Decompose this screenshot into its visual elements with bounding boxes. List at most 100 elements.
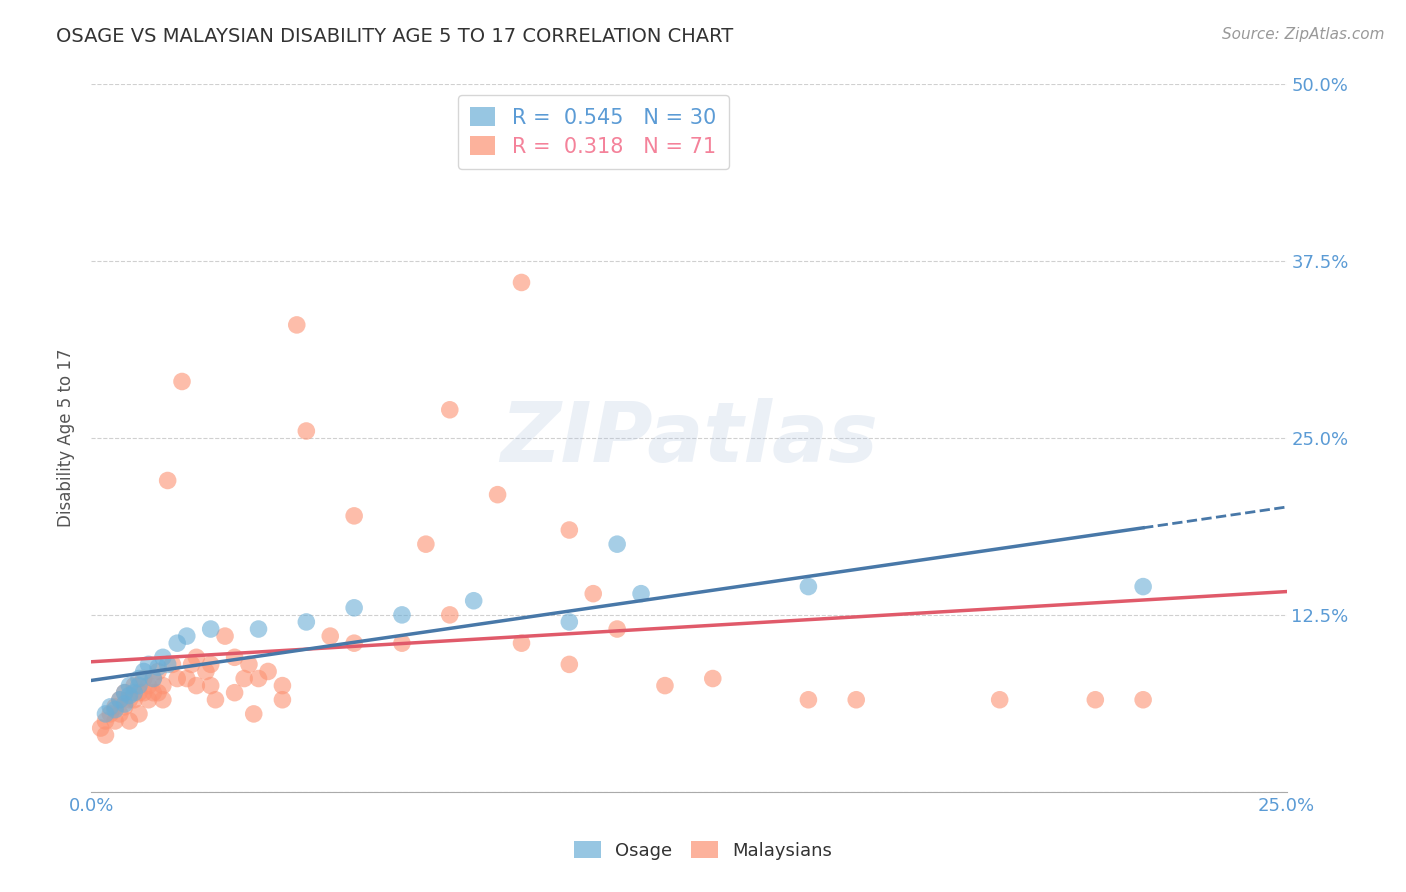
Point bbox=[285, 318, 308, 332]
Point bbox=[343, 600, 366, 615]
Point bbox=[988, 692, 1011, 706]
Point bbox=[295, 615, 318, 629]
Point bbox=[128, 672, 150, 686]
Point bbox=[200, 679, 222, 693]
Text: Source: ZipAtlas.com: Source: ZipAtlas.com bbox=[1222, 27, 1385, 42]
Point bbox=[138, 657, 160, 672]
Point bbox=[114, 686, 136, 700]
Point bbox=[128, 686, 150, 700]
Point bbox=[98, 699, 121, 714]
Point bbox=[114, 699, 136, 714]
Point bbox=[166, 636, 188, 650]
Point bbox=[132, 665, 155, 679]
Point bbox=[142, 686, 165, 700]
Point bbox=[122, 686, 145, 700]
Point bbox=[152, 650, 174, 665]
Point bbox=[295, 424, 318, 438]
Point bbox=[558, 615, 581, 629]
Point bbox=[186, 650, 208, 665]
Point bbox=[128, 679, 150, 693]
Point bbox=[94, 714, 117, 728]
Text: ZIPatlas: ZIPatlas bbox=[501, 398, 877, 479]
Point bbox=[439, 402, 461, 417]
Point bbox=[271, 679, 294, 693]
Point bbox=[108, 692, 131, 706]
Point bbox=[271, 692, 294, 706]
Point bbox=[654, 679, 676, 693]
Point bbox=[118, 679, 141, 693]
Text: OSAGE VS MALAYSIAN DISABILITY AGE 5 TO 17 CORRELATION CHART: OSAGE VS MALAYSIAN DISABILITY AGE 5 TO 1… bbox=[56, 27, 734, 45]
Point bbox=[142, 672, 165, 686]
Point bbox=[118, 714, 141, 728]
Point bbox=[247, 672, 270, 686]
Point bbox=[391, 607, 413, 622]
Point bbox=[1084, 692, 1107, 706]
Point bbox=[224, 686, 246, 700]
Point bbox=[122, 679, 145, 693]
Point bbox=[242, 706, 264, 721]
Point bbox=[142, 672, 165, 686]
Point bbox=[439, 607, 461, 622]
Point bbox=[180, 657, 202, 672]
Point bbox=[194, 665, 217, 679]
Point bbox=[257, 665, 280, 679]
Point bbox=[200, 622, 222, 636]
Point bbox=[797, 692, 820, 706]
Point bbox=[176, 672, 198, 686]
Point bbox=[104, 714, 127, 728]
Point bbox=[118, 692, 141, 706]
Point bbox=[114, 686, 136, 700]
Point bbox=[606, 622, 628, 636]
Point bbox=[104, 699, 127, 714]
Point bbox=[606, 537, 628, 551]
Point bbox=[510, 636, 533, 650]
Point bbox=[146, 660, 169, 674]
Legend: R =  0.545   N = 30, R =  0.318   N = 71: R = 0.545 N = 30, R = 0.318 N = 71 bbox=[458, 95, 728, 169]
Point bbox=[845, 692, 868, 706]
Point bbox=[176, 629, 198, 643]
Point bbox=[162, 657, 184, 672]
Point bbox=[94, 706, 117, 721]
Point bbox=[156, 657, 179, 672]
Point bbox=[415, 537, 437, 551]
Point bbox=[214, 629, 236, 643]
Point bbox=[200, 657, 222, 672]
Point bbox=[122, 692, 145, 706]
Point bbox=[146, 686, 169, 700]
Point bbox=[630, 587, 652, 601]
Point bbox=[486, 488, 509, 502]
Point bbox=[104, 703, 127, 717]
Point bbox=[702, 672, 724, 686]
Point bbox=[152, 692, 174, 706]
Point bbox=[238, 657, 260, 672]
Point bbox=[1132, 580, 1154, 594]
Point bbox=[558, 657, 581, 672]
Point bbox=[98, 706, 121, 721]
Point bbox=[138, 692, 160, 706]
Point bbox=[224, 650, 246, 665]
Point bbox=[156, 474, 179, 488]
Point bbox=[170, 375, 193, 389]
Point bbox=[152, 679, 174, 693]
Point bbox=[343, 636, 366, 650]
Point bbox=[558, 523, 581, 537]
Legend: Osage, Malaysians: Osage, Malaysians bbox=[567, 834, 839, 867]
Point bbox=[94, 728, 117, 742]
Point bbox=[146, 665, 169, 679]
Point bbox=[114, 697, 136, 711]
Point bbox=[319, 629, 342, 643]
Point bbox=[108, 692, 131, 706]
Point bbox=[186, 679, 208, 693]
Point bbox=[118, 689, 141, 703]
Point bbox=[108, 706, 131, 721]
Point bbox=[132, 686, 155, 700]
Point bbox=[128, 706, 150, 721]
Point bbox=[463, 593, 485, 607]
Point bbox=[166, 672, 188, 686]
Point bbox=[1132, 692, 1154, 706]
Point bbox=[343, 508, 366, 523]
Point bbox=[132, 672, 155, 686]
Y-axis label: Disability Age 5 to 17: Disability Age 5 to 17 bbox=[58, 349, 75, 527]
Point bbox=[233, 672, 256, 686]
Point bbox=[797, 580, 820, 594]
